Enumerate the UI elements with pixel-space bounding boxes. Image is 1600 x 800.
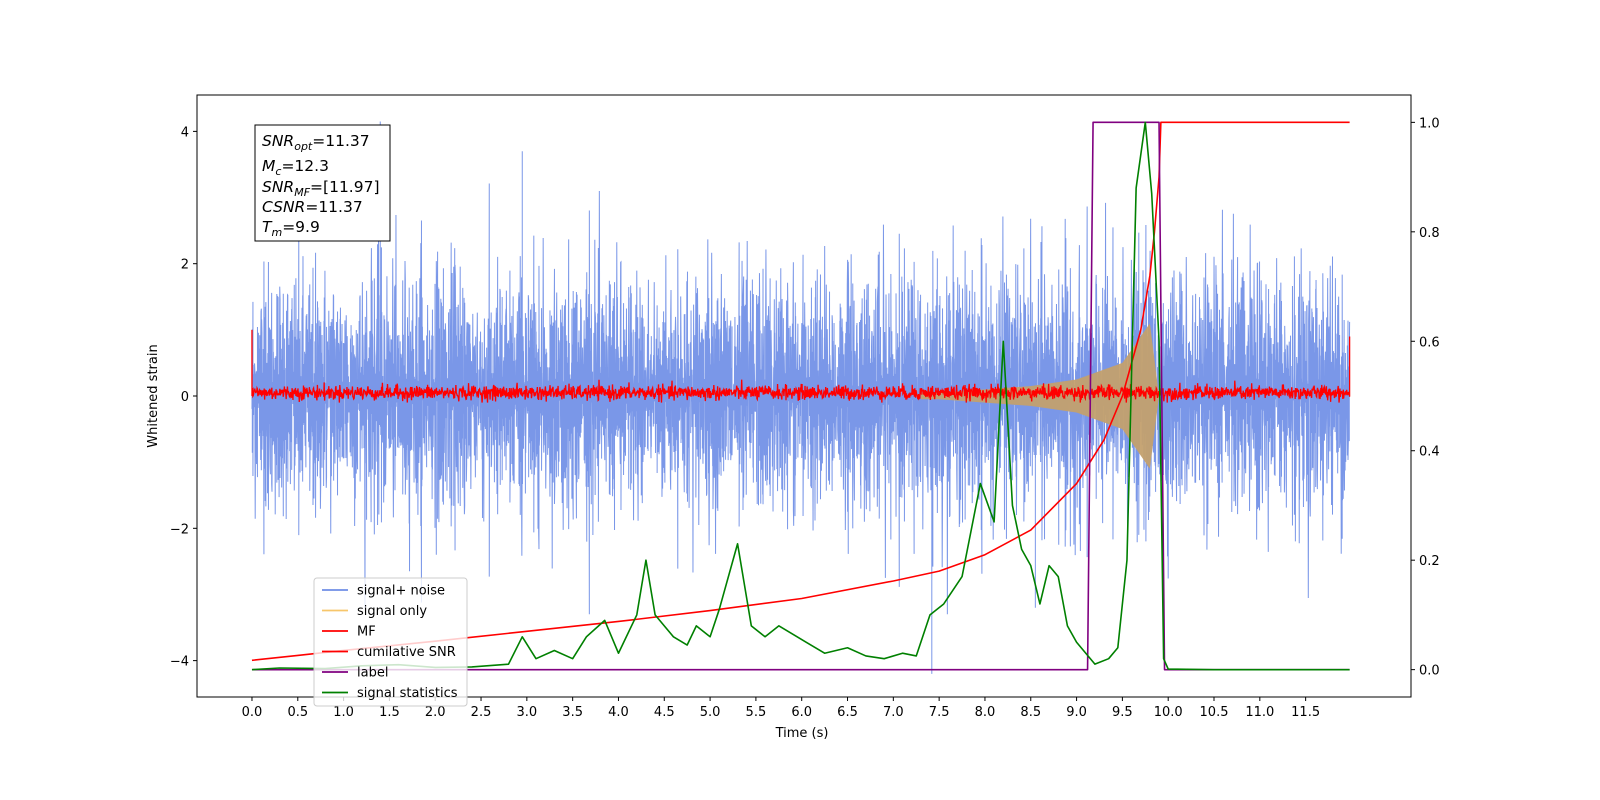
right-axis-series: [251, 121, 1350, 671]
x-tick-label: 11.5: [1291, 705, 1320, 720]
y2-tick-label: 0.2: [1419, 554, 1440, 569]
y-tick-label: −4: [170, 655, 189, 670]
signal-statistics-line: [251, 121, 1350, 671]
signal-only-series: [920, 323, 1160, 469]
x-tick-label: 10.0: [1154, 705, 1183, 720]
x-tick-label: 6.0: [791, 705, 812, 720]
x-axis: 0.0 0.5 1.0 1.5 2.0 2.5 3.0 3.5 4.0 4.5 5.0 5.5 6.0 6…: [242, 697, 1320, 720]
legend-label: MF: [357, 625, 376, 640]
y-tick-label: −2: [170, 522, 189, 537]
annotation-snr-opt: SNRopt=11.37: [262, 132, 370, 153]
legend-label: cumilative SNR: [357, 645, 456, 660]
y-axis-left: −4 −2 0 2 4: [170, 125, 197, 670]
y2-tick-label: 1.0: [1419, 116, 1440, 131]
x-tick-label: 8.5: [1020, 705, 1041, 720]
y2-tick-label: 0.8: [1419, 226, 1440, 241]
y2-tick-label: 0.6: [1419, 335, 1440, 350]
legend: signal+ noise signal only MF cumilative SNR…: [313, 577, 468, 707]
signal-noise-series: [251, 121, 1351, 674]
x-tick-label: 1.5: [379, 705, 400, 720]
legend-label: label: [357, 666, 388, 681]
y2-tick-label: 0.4: [1419, 445, 1440, 460]
x-tick-label: 5.5: [746, 705, 767, 720]
x-tick-label: 0.5: [287, 705, 308, 720]
x-tick-label: 4.5: [654, 705, 675, 720]
x-tick-label: 5.0: [700, 705, 721, 720]
x-tick-label: 9.0: [1066, 705, 1087, 720]
x-tick-label: 2.5: [471, 705, 492, 720]
signal-only-line: [920, 323, 1160, 469]
annotation-box: SNRopt=11.37 Mc=12.3 SNRMF=[11.97] CSNR=…: [254, 124, 391, 242]
x-tick-label: 3.0: [516, 705, 537, 720]
y2-tick-label: 0.0: [1419, 664, 1440, 679]
mf-series: [251, 329, 1351, 403]
x-axis-title: Time (s): [775, 726, 829, 741]
x-tick-label: 11.0: [1245, 705, 1274, 720]
annotation-csnr: CSNR=11.37: [262, 198, 363, 216]
legend-box: [313, 577, 468, 707]
mf-line: [251, 329, 1351, 403]
x-tick-label: 9.5: [1112, 705, 1133, 720]
annotation-snr-mf: SNRMF=[11.97]: [262, 178, 380, 199]
x-tick-label: 2.0: [425, 705, 446, 720]
y-axis-title: Whitened strain: [146, 344, 161, 447]
legend-label: signal statistics: [357, 686, 458, 701]
y-axis-right: 0.0 0.2 0.4 0.6 0.8 1.0: [1411, 116, 1440, 679]
y-tick-label: 4: [181, 125, 189, 140]
y-tick-label: 2: [181, 258, 189, 273]
annotation-tm: Tm=9.9: [262, 218, 320, 239]
legend-label: signal only: [357, 604, 427, 619]
x-tick-label: 10.5: [1200, 705, 1229, 720]
x-tick-label: 0.0: [242, 705, 263, 720]
signal-noise-line: [251, 121, 1351, 674]
x-tick-label: 6.5: [837, 705, 858, 720]
x-tick-label: 8.0: [975, 705, 996, 720]
x-tick-label: 7.0: [883, 705, 904, 720]
x-tick-label: 1.0: [333, 705, 354, 720]
x-tick-label: 7.5: [929, 705, 950, 720]
legend-label: signal+ noise: [357, 584, 445, 599]
x-tick-label: 4.0: [608, 705, 629, 720]
annotation-mc: Mc=12.3: [262, 157, 329, 178]
x-tick-label: 3.5: [562, 705, 583, 720]
y-tick-label: 0: [181, 390, 189, 405]
plot-area: [251, 121, 1351, 674]
